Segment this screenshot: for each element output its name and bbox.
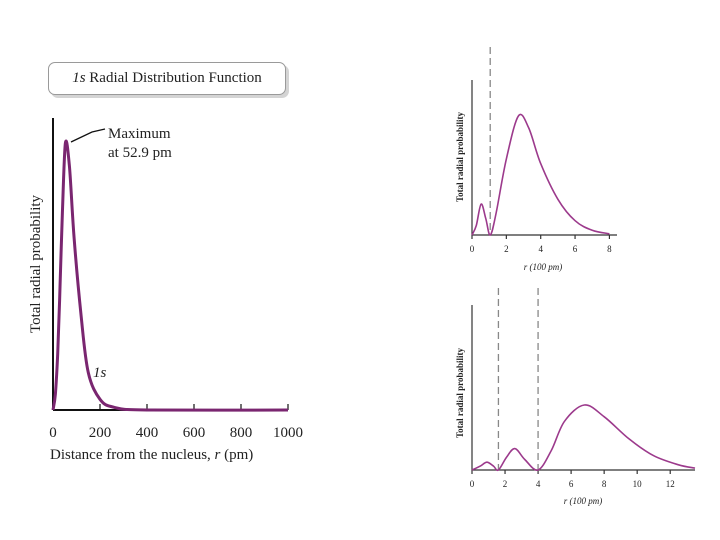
chart3-xtick-label: 12 [666,479,675,489]
chart1-xtick-label: 1000 [273,425,303,441]
chart-title-text: Radial Distribution Function [85,70,262,86]
chart3-xtick-label: 6 [569,479,574,489]
chart2-xtick-label: 2 [504,244,509,254]
chart2-xtick-label: 0 [470,244,475,254]
chart-2s: 0 2 4 6 8 Total radial probability r (100 pm… [455,47,617,272]
chart2-xlabel: r (100 pm) [524,262,563,272]
chart2-xtick-label: 4 [538,244,543,254]
chart-3s: 0 2 4 6 8 10 12 Total radial probability r (10… [455,288,696,506]
chart1-annotation-line2: at 52.9 pm [108,145,172,161]
chart1-ylabel: Total radial probability [28,194,44,333]
chart3-ylabel: Total radial probability [455,347,465,438]
chart1-xtick-label: 800 [230,425,253,441]
chart2-xticks: 0 2 4 6 8 [470,235,612,254]
chart3-3s-curve [471,404,696,472]
chart2-ylabel: Total radial probability [455,111,465,202]
chart2-xtick-label: 6 [573,244,578,254]
chart1-xlabel-post: (pm) [220,447,253,463]
chart1-xlabel-pre: Distance from the nucleus, [50,447,215,463]
chart-title-symbol: 1s [72,70,86,86]
chart3-xtick-label: 8 [602,479,607,489]
chart3-xtick-label: 4 [536,479,541,489]
chart1-xticks: 0 200 400 600 800 1000 [49,404,303,441]
chart1-series-label: 1s [93,365,107,381]
chart3-xlabel: r (100 pm) [564,496,603,506]
chart1-xlabel: Distance from the nucleus, r (pm) [50,447,253,463]
chart3-xtick-label: 10 [633,479,643,489]
chart1-xtick-label: 0 [49,425,57,441]
chart1-xtick-label: 400 [136,425,159,441]
chart-title-box: 1s Radial Distribution Function [48,62,286,95]
chart1-annotation-line1: Maximum [108,126,171,142]
chart1-xlabel-var: r [215,447,221,463]
chart3-xtick-label: 2 [503,479,508,489]
chart2-xtick-label: 8 [607,244,612,254]
chart-1s: 0 200 400 600 800 1000 Maximum at 52.9 pm 1s … [28,118,303,463]
chart1-xtick-label: 600 [183,425,206,441]
chart1-1s-curve [51,139,289,412]
chart1-xtick-label: 200 [89,425,112,441]
chart2-2s-curve [471,113,610,236]
chart1-annotation-leader [70,128,106,143]
chart3-xtick-label: 0 [470,479,475,489]
chart3-xticks: 0 2 4 6 8 10 12 [470,470,675,489]
chart3-node-lines [497,288,539,470]
